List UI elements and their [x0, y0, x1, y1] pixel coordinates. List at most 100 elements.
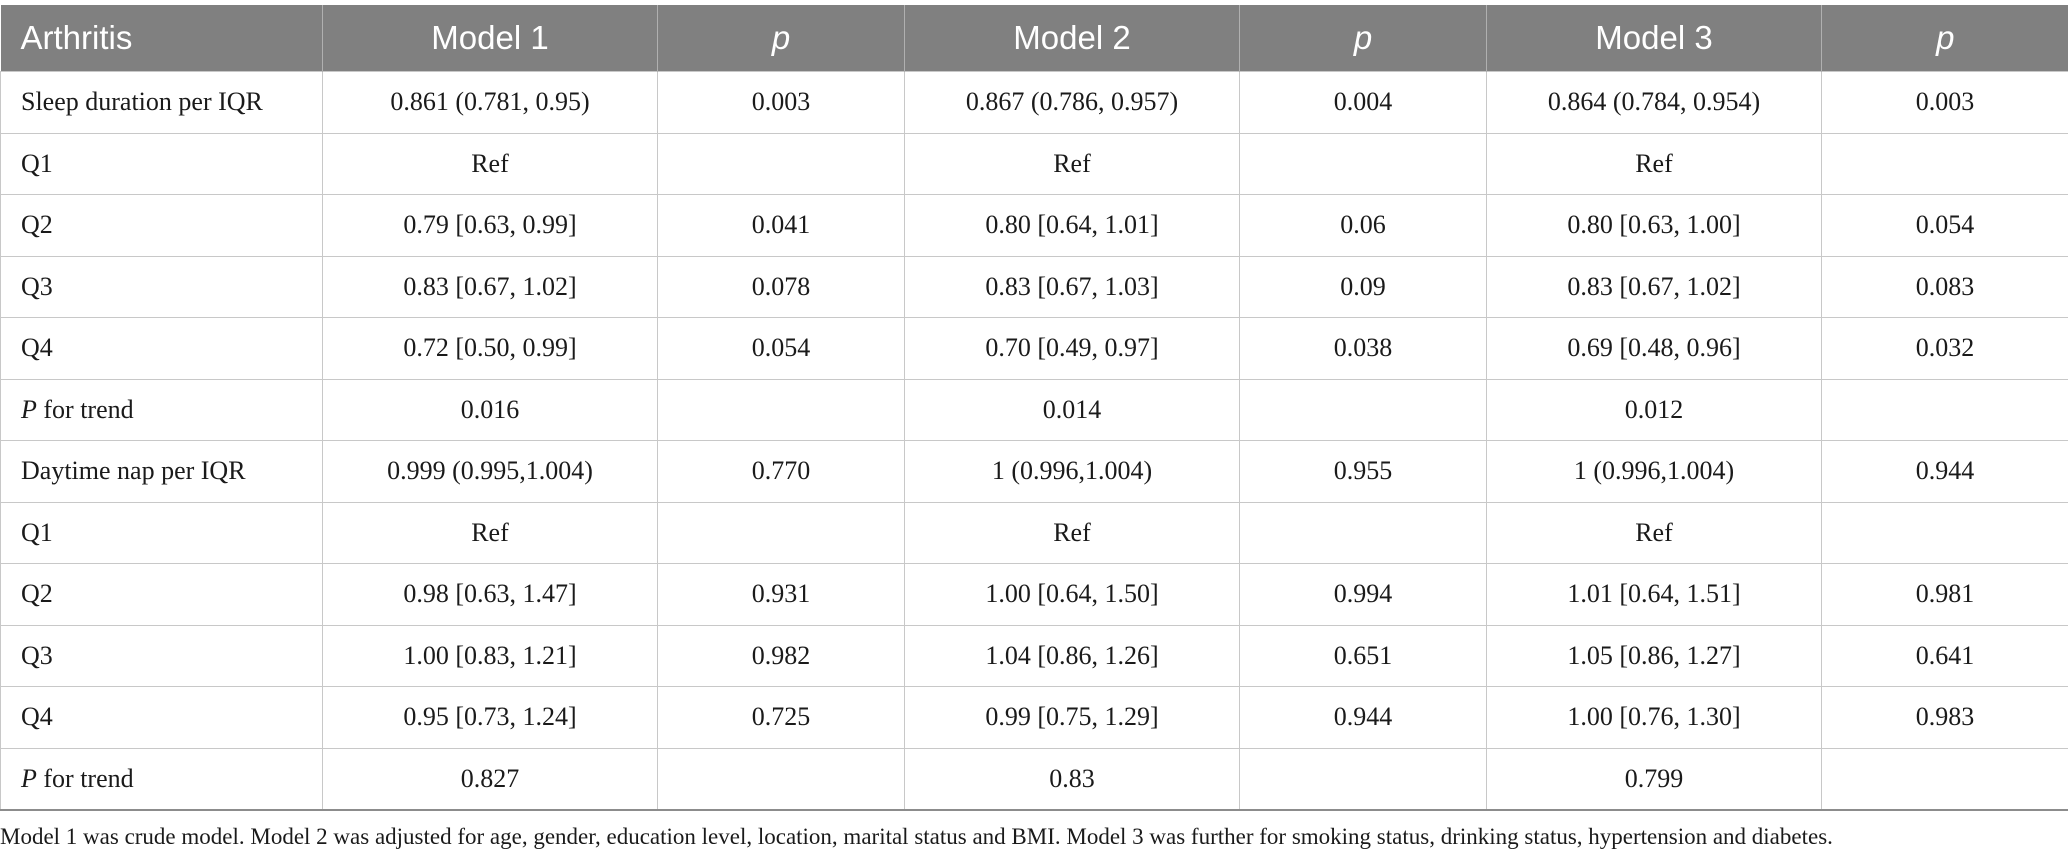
cell-model-3: 0.012 [1486, 378, 1822, 441]
cell-p-model-1 [657, 747, 905, 811]
cell-model-2: Ref [904, 501, 1240, 564]
cell-model-2: 0.83 [904, 747, 1240, 811]
table-row: Q1 Ref Ref Ref [0, 501, 2068, 564]
row-label-rest: for trend [36, 763, 134, 793]
cell-model-3: 0.864 (0.784, 0.954) [1486, 71, 1822, 134]
header-model-2: Model 2 [904, 5, 1240, 72]
cell-p-model-1 [657, 132, 905, 195]
cell-model-1: 1.00 [0.83, 1.21] [322, 624, 658, 687]
cell-model-2: 0.014 [904, 378, 1240, 441]
cell-model-1: 0.95 [0.73, 1.24] [322, 686, 658, 749]
cell-model-1: 0.98 [0.63, 1.47] [322, 563, 658, 626]
cell-p-model-3 [1821, 132, 2068, 195]
cell-p-model-3: 0.983 [1821, 686, 2068, 749]
row-label: Q3 [0, 255, 323, 318]
cell-model-1: 0.016 [322, 378, 658, 441]
cell-p-model-3: 0.003 [1821, 71, 2068, 134]
header-arthritis: Arthritis [0, 5, 323, 72]
cell-p-model-1: 0.003 [657, 71, 905, 134]
table-row-trend: P for trend 0.827 0.83 0.799 [0, 747, 2068, 811]
cell-p-model-2 [1239, 501, 1487, 564]
cell-model-1: 0.999 (0.995,1.004) [322, 440, 658, 503]
table-row: Q3 0.83 [0.67, 1.02] 0.078 0.83 [0.67, 1… [0, 255, 2068, 318]
row-label: P for trend [0, 378, 323, 441]
cell-p-model-1 [657, 501, 905, 564]
cell-model-3: 0.83 [0.67, 1.02] [1486, 255, 1822, 318]
cell-p-model-3: 0.981 [1821, 563, 2068, 626]
table-row: Daytime nap per IQR 0.999 (0.995,1.004) … [0, 440, 2068, 503]
cell-model-1: Ref [322, 501, 658, 564]
cell-model-2: Ref [904, 132, 1240, 195]
cell-model-3: 1.05 [0.86, 1.27] [1486, 624, 1822, 687]
cell-p-model-2: 0.004 [1239, 71, 1487, 134]
cell-p-model-3: 0.641 [1821, 624, 2068, 687]
header-p-model-3: p [1821, 5, 2068, 72]
table-row: Q4 0.72 [0.50, 0.99] 0.054 0.70 [0.49, 0… [0, 317, 2068, 380]
cell-model-1: 0.83 [0.67, 1.02] [322, 255, 658, 318]
cell-model-1: 0.79 [0.63, 0.99] [322, 194, 658, 257]
row-label: Daytime nap per IQR [0, 440, 323, 503]
table-row: Sleep duration per IQR 0.861 (0.781, 0.9… [0, 71, 2068, 134]
header-p-model-1: p [657, 5, 905, 72]
cell-p-model-1: 0.982 [657, 624, 905, 687]
row-label: Q1 [0, 132, 323, 195]
cell-p-model-3 [1821, 747, 2068, 811]
table-row: Q2 0.79 [0.63, 0.99] 0.041 0.80 [0.64, 1… [0, 194, 2068, 257]
cell-p-model-1: 0.770 [657, 440, 905, 503]
cell-p-model-2: 0.994 [1239, 563, 1487, 626]
cell-p-model-1 [657, 378, 905, 441]
cell-model-2: 1 (0.996,1.004) [904, 440, 1240, 503]
cell-p-model-1: 0.041 [657, 194, 905, 257]
table-footnote: Model 1 was crude model. Model 2 was adj… [0, 824, 1833, 849]
table-row: Q2 0.98 [0.63, 1.47] 0.931 1.00 [0.64, 1… [0, 563, 2068, 626]
cell-model-3: 0.799 [1486, 747, 1822, 811]
cell-model-3: Ref [1486, 501, 1822, 564]
cell-model-2: 0.80 [0.64, 1.01] [904, 194, 1240, 257]
cell-model-3: 1.01 [0.64, 1.51] [1486, 563, 1822, 626]
cell-model-1: Ref [322, 132, 658, 195]
cell-p-model-2: 0.06 [1239, 194, 1487, 257]
cell-p-model-3: 0.944 [1821, 440, 2068, 503]
row-label: Sleep duration per IQR [0, 71, 323, 134]
cell-p-model-2 [1239, 132, 1487, 195]
row-label: Q3 [0, 624, 323, 687]
table-row: Q1 Ref Ref Ref [0, 132, 2068, 195]
cell-model-1: 0.861 (0.781, 0.95) [322, 71, 658, 134]
cell-p-model-2: 0.944 [1239, 686, 1487, 749]
row-label-rest: for trend [36, 394, 134, 424]
cell-p-model-2: 0.955 [1239, 440, 1487, 503]
cell-model-2: 0.83 [0.67, 1.03] [904, 255, 1240, 318]
row-label-italic: P [21, 394, 37, 424]
table-row: Q3 1.00 [0.83, 1.21] 0.982 1.04 [0.86, 1… [0, 624, 2068, 687]
cell-model-1: 0.72 [0.50, 0.99] [322, 317, 658, 380]
cell-p-model-2: 0.038 [1239, 317, 1487, 380]
cell-p-model-1: 0.078 [657, 255, 905, 318]
cell-p-model-3: 0.032 [1821, 317, 2068, 380]
cell-model-2: 0.867 (0.786, 0.957) [904, 71, 1240, 134]
cell-p-model-3 [1821, 378, 2068, 441]
cell-model-2: 1.00 [0.64, 1.50] [904, 563, 1240, 626]
cell-model-3: 0.80 [0.63, 1.00] [1486, 194, 1822, 257]
cell-model-3: 0.69 [0.48, 0.96] [1486, 317, 1822, 380]
cell-p-model-2: 0.651 [1239, 624, 1487, 687]
cell-p-model-1: 0.725 [657, 686, 905, 749]
results-table: Arthritis Model 1 p Model 2 p Model 3 p … [0, 5, 2068, 811]
header-model-3: Model 3 [1486, 5, 1822, 72]
cell-model-2: 0.70 [0.49, 0.97] [904, 317, 1240, 380]
cell-model-3: 1.00 [0.76, 1.30] [1486, 686, 1822, 749]
row-label-italic: P [21, 763, 37, 793]
cell-p-model-3 [1821, 501, 2068, 564]
cell-p-model-2 [1239, 378, 1487, 441]
cell-p-model-1: 0.931 [657, 563, 905, 626]
cell-model-2: 0.99 [0.75, 1.29] [904, 686, 1240, 749]
header-p-model-2: p [1239, 5, 1487, 72]
cell-p-model-2 [1239, 747, 1487, 811]
header-model-1: Model 1 [322, 5, 658, 72]
table-row: Q4 0.95 [0.73, 1.24] 0.725 0.99 [0.75, 1… [0, 686, 2068, 749]
header-row: Arthritis Model 1 p Model 2 p Model 3 p [0, 5, 2068, 72]
row-label: P for trend [0, 747, 323, 811]
cell-model-3: 1 (0.996,1.004) [1486, 440, 1822, 503]
row-label: Q2 [0, 194, 323, 257]
cell-model-2: 1.04 [0.86, 1.26] [904, 624, 1240, 687]
cell-model-1: 0.827 [322, 747, 658, 811]
